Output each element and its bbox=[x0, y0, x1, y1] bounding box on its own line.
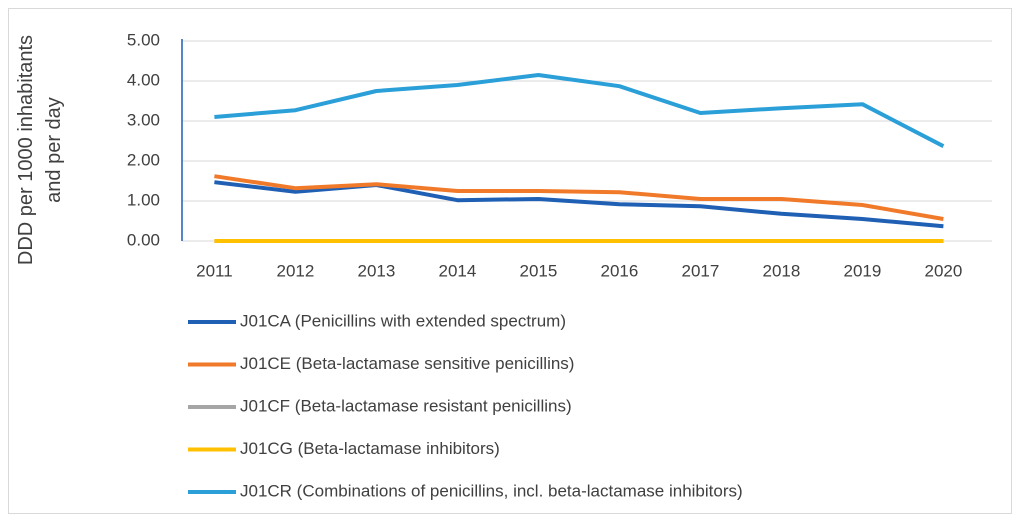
x-tick-label: 2019 bbox=[843, 261, 881, 280]
x-tick-label: 2014 bbox=[438, 261, 476, 280]
y-axis-label: DDD per 1000 inhabitants and per day bbox=[15, 34, 65, 266]
chart-border bbox=[8, 8, 1012, 514]
series-line bbox=[214, 174, 944, 221]
x-tick-label: 2011 bbox=[196, 261, 233, 280]
legend-label: J01CR (Combinations of penicillins, incl… bbox=[240, 481, 743, 500]
x-tick-label: 2013 bbox=[357, 261, 395, 280]
legend-label: J01CE (Beta-lactamase sensitive penicill… bbox=[240, 354, 574, 373]
y-tick-label: 1.00 bbox=[127, 190, 160, 209]
legend-label: J01CG (Beta-lactamase inhibitors) bbox=[240, 439, 500, 458]
legend-label: J01CA (Penicillins with extended spectru… bbox=[240, 311, 566, 330]
x-tick-label: 2015 bbox=[519, 261, 557, 280]
x-tick-label: 2016 bbox=[600, 261, 638, 280]
y-tick-label: 4.00 bbox=[127, 70, 160, 89]
y-tick-label: 3.00 bbox=[127, 110, 160, 129]
series-line bbox=[214, 73, 945, 148]
y-tick-label: 5.00 bbox=[127, 30, 160, 49]
y-tick-label: 0.00 bbox=[127, 230, 160, 249]
x-tick-label: 2018 bbox=[762, 261, 800, 280]
legend-label: J01CF (Beta-lactamase resistant penicill… bbox=[240, 396, 572, 415]
x-tick-label: 2020 bbox=[924, 261, 962, 280]
series-line bbox=[214, 180, 944, 229]
x-tick-label: 2012 bbox=[276, 261, 314, 280]
y-tick-label: 2.00 bbox=[127, 150, 160, 169]
x-tick-label: 2017 bbox=[681, 261, 719, 280]
